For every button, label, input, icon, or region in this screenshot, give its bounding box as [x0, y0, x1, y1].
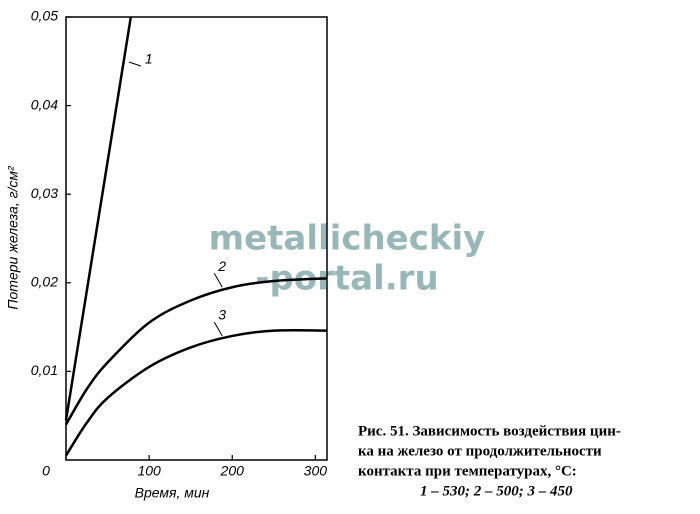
line — [64, 16, 133, 421]
x-tick-label: 0 — [42, 463, 50, 479]
leader-line — [128, 61, 141, 67]
x-axis-label: Время, мин — [135, 485, 210, 501]
leader-line — [213, 272, 223, 288]
plot-frame — [65, 16, 328, 461]
x-tick-label: 200 — [220, 463, 245, 479]
x-tick-label: 300 — [304, 463, 328, 479]
leader-line — [213, 321, 223, 337]
watermark: metallicheckiy — [209, 219, 486, 259]
series-label: 3 — [218, 307, 226, 323]
y-tick-label: 0,04 — [31, 96, 58, 112]
caption-line: Рис. 51. Зависимость воздействия цин- — [358, 423, 621, 439]
series-label: 2 — [217, 258, 226, 274]
y-tick-label: 0,05 — [31, 8, 58, 24]
watermark: -portal.ru — [255, 259, 438, 299]
line — [64, 329, 328, 457]
caption-line: контакта при температурах, °C: — [358, 463, 577, 479]
x-tick-label: 100 — [137, 463, 161, 479]
y-tick-label: 0,01 — [31, 362, 58, 378]
caption-line: 1 – 530; 2 – 500; 3 – 450 — [420, 483, 573, 499]
caption-line: ка на железо от продолжительности — [358, 443, 602, 459]
line — [64, 277, 328, 426]
y-tick-label: 0,02 — [31, 274, 58, 290]
y-axis-label: Потери железа, г/см² — [5, 165, 21, 310]
y-tick-label: 0,03 — [31, 185, 58, 201]
series-label: 1 — [145, 51, 153, 67]
